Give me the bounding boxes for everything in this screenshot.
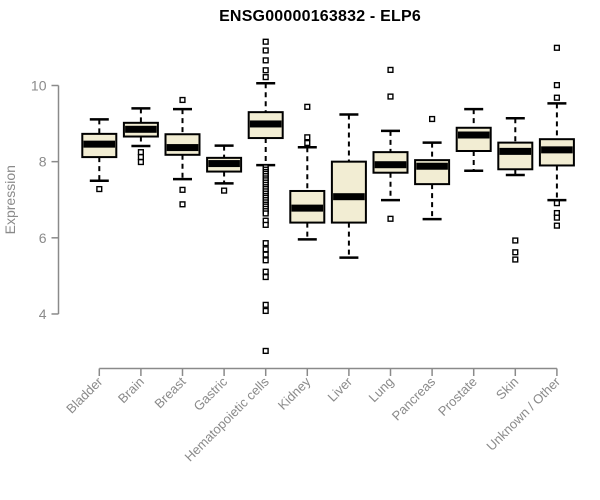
outlier-point (179, 201, 186, 208)
x-tick-label: Liver (324, 374, 355, 405)
median-line (374, 161, 407, 169)
outlier-point (262, 246, 269, 253)
median-line (249, 120, 282, 128)
outlier-point (512, 256, 519, 263)
outlier-point (262, 210, 269, 217)
outlier-point (262, 307, 269, 315)
iqr-box (330, 160, 367, 224)
outlier-point (137, 153, 145, 161)
outlier-point (96, 185, 103, 193)
outlier-point (262, 257, 269, 264)
x-tick-label: Brain (115, 374, 147, 406)
boxplot-liver (330, 113, 367, 259)
outlier-point (262, 47, 269, 54)
outlier-point (553, 222, 561, 229)
iqr-box (455, 126, 492, 152)
y-tick-label: 10 (31, 78, 47, 94)
x-tick-label: Breast (151, 374, 188, 411)
outlier-point (262, 38, 269, 45)
x-tick-label: Gastric (191, 374, 231, 414)
boxplot-gastric (206, 144, 243, 194)
boxplot-kidney (289, 103, 326, 241)
median-line (208, 160, 240, 168)
outlier-point (553, 94, 561, 101)
outlier-point (262, 221, 269, 228)
median-line (416, 162, 448, 170)
boxplot-skin (497, 116, 534, 263)
outlier-point (304, 139, 311, 147)
boxplot-brain (122, 107, 159, 166)
boxplot-bladder (81, 118, 118, 193)
outlier-point (179, 96, 186, 104)
outlier-point (262, 74, 269, 81)
chart-title: ENSG00000163832 - ELP6 (219, 8, 421, 25)
x-tick-label: Kidney (275, 374, 314, 413)
median-line (333, 193, 365, 201)
y-tick-label: 8 (39, 154, 47, 170)
median-line (83, 140, 116, 148)
outlier-point (220, 187, 228, 194)
median-line (457, 131, 490, 139)
x-tick-label: Lung (366, 374, 397, 405)
x-tick-label: Unknown / Other (483, 374, 563, 454)
outlier-point (387, 93, 394, 100)
boxplot-lung (372, 66, 409, 222)
median-line (125, 125, 157, 133)
outlier-point (512, 237, 519, 244)
boxplot-pancreas (414, 115, 451, 221)
x-tick-label: Prostate (435, 374, 480, 419)
x-tick-label: Bladder (63, 374, 106, 417)
outlier-point (553, 214, 561, 221)
outlier-point (262, 57, 269, 64)
outlier-point (262, 301, 269, 308)
outlier-point (387, 215, 394, 222)
outlier-point (262, 347, 269, 355)
x-tick-label: Pancreas (389, 374, 439, 424)
y-axis-title: Expression (2, 165, 18, 234)
iqr-box (497, 141, 534, 171)
boxplot-breast (164, 96, 201, 208)
outlier-point (179, 186, 186, 193)
x-tick-label: Skin (493, 374, 521, 402)
outlier-point (262, 268, 269, 275)
outlier-point (304, 134, 311, 141)
outlier-point (262, 251, 269, 258)
median-line (291, 204, 324, 212)
outlier-point (304, 103, 311, 110)
outlier-point (262, 67, 269, 74)
outlier-point (262, 273, 269, 281)
boxplot-unknown-other (538, 44, 575, 229)
median-line (541, 146, 573, 154)
y-tick-label: 6 (39, 230, 47, 246)
median-line (166, 144, 199, 152)
outlier-point (137, 149, 145, 156)
outlier-point (387, 66, 394, 73)
outlier-point (553, 200, 561, 207)
outlier-point (512, 249, 519, 256)
boxplot-prostate (455, 107, 492, 173)
median-line (499, 147, 532, 155)
outlier-point (553, 44, 561, 51)
outlier-point (553, 82, 561, 89)
outlier-point (262, 240, 269, 247)
y-tick-label: 4 (39, 306, 47, 322)
outlier-point (429, 115, 436, 123)
boxplot-hematopoietic-cells (247, 38, 284, 355)
outlier-point (137, 158, 145, 166)
